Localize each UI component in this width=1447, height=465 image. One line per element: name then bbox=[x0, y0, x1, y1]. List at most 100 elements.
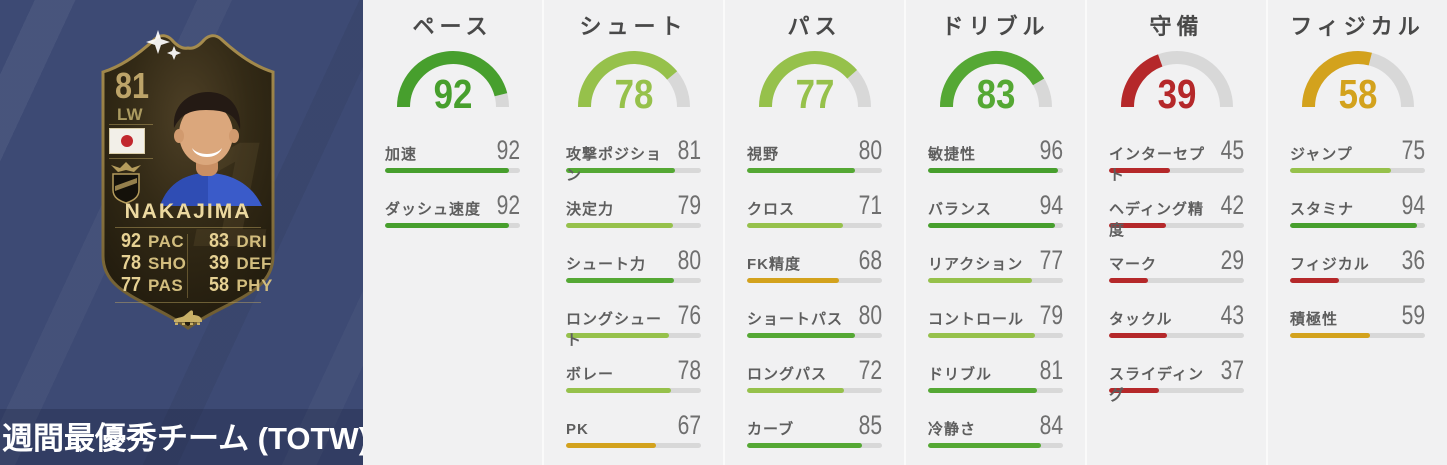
substat-row: ロングパス 72 bbox=[747, 357, 882, 393]
substat-bar-track bbox=[928, 223, 1063, 228]
substat-row: ロングシュート 76 bbox=[566, 300, 701, 350]
substat-row: フィジカル 36 bbox=[1290, 247, 1425, 283]
substat-label: バランス bbox=[928, 201, 992, 218]
substat-row: 決定力 79 bbox=[566, 192, 701, 228]
totw-caption: 週間最優秀チーム (TOTW) bbox=[2, 421, 370, 456]
substat-row: 敏捷性 96 bbox=[928, 137, 1063, 173]
card-quick-stat-value: 39 bbox=[209, 252, 230, 274]
category-gauge: 92 bbox=[395, 49, 511, 115]
substat-line: 攻撃ポジション 81 bbox=[566, 137, 701, 185]
substat-bar-track bbox=[566, 333, 701, 338]
substat-bar-track bbox=[1109, 168, 1244, 173]
card-quick-stat-label: PAS bbox=[148, 276, 184, 295]
substat-value: 92 bbox=[496, 135, 520, 165]
substat-line: ヘディング精度 42 bbox=[1109, 192, 1244, 240]
substat-label: インターセプト bbox=[1109, 146, 1206, 184]
substat-line: ロングシュート 76 bbox=[566, 300, 701, 350]
substat-label: 攻撃ポジション bbox=[566, 146, 663, 184]
substat-bar-track bbox=[1109, 333, 1244, 338]
substat-value: 80 bbox=[858, 300, 882, 330]
substat-bar-fill bbox=[1290, 168, 1392, 173]
substat-bar-fill bbox=[747, 223, 843, 228]
substat-row: ショートパス 80 bbox=[747, 302, 882, 338]
substat-bar-fill bbox=[1109, 278, 1149, 283]
substat-row: ダッシュ速度 92 bbox=[385, 192, 520, 228]
substat-bar-track bbox=[566, 388, 701, 393]
substat-bar-track bbox=[747, 333, 882, 338]
substat-bar-fill bbox=[566, 168, 676, 173]
substat-list: ジャンプ 75 スタミナ 94 フィジカル 36 積極性 59 bbox=[1290, 137, 1425, 338]
substat-line: ボレー 78 bbox=[566, 357, 701, 385]
substat-label: ダッシュ速度 bbox=[385, 201, 482, 218]
card-quick-stat-label: SHO bbox=[148, 254, 187, 273]
substat-bar-fill bbox=[566, 388, 672, 393]
substat-bar-fill bbox=[747, 333, 855, 338]
substat-line: 視野 80 bbox=[747, 137, 882, 165]
substat-line: ジャンプ 75 bbox=[1290, 137, 1425, 165]
card-quick-stat-label: PAC bbox=[148, 232, 185, 251]
stats-panel: ペース 92 加速 92 ダッシュ速度 92 シュート 78 攻撃ポジション 81 決定力 79 シュー… bbox=[363, 0, 1447, 465]
substat-bar-track bbox=[1109, 278, 1244, 283]
substat-row: 攻撃ポジション 81 bbox=[566, 137, 701, 185]
substat-row: ジャンプ 75 bbox=[1290, 137, 1425, 173]
card-player-name: NAKAJIMA bbox=[124, 200, 252, 223]
substat-label: FK精度 bbox=[747, 256, 801, 273]
card-divider bbox=[109, 158, 153, 159]
substat-row: ドリブル 81 bbox=[928, 357, 1063, 393]
category-value: 39 bbox=[1157, 71, 1196, 117]
card-quick-stat-label: DRI bbox=[236, 232, 268, 251]
substat-bar-fill bbox=[747, 388, 845, 393]
substat-row: 加速 92 bbox=[385, 137, 520, 173]
substat-line: ショートパス 80 bbox=[747, 302, 882, 330]
substat-value: 80 bbox=[858, 135, 882, 165]
substat-label: シュート力 bbox=[566, 256, 647, 273]
substat-label: カーブ bbox=[747, 421, 795, 438]
card-quick-stats: 92 PAC 83 DRI 78 SHO 39 DEF 77 PAS 58 PHY bbox=[108, 231, 272, 296]
substat-bar-fill bbox=[747, 278, 839, 283]
category-title: ペース bbox=[412, 14, 493, 39]
substat-label: フィジカル bbox=[1290, 256, 1370, 273]
substat-value: 37 bbox=[1220, 355, 1244, 385]
substat-bar-track bbox=[1109, 388, 1244, 393]
club-crest-icon bbox=[111, 162, 141, 204]
substat-line: クロス 71 bbox=[747, 192, 882, 220]
substat-row: ヘディング精度 42 bbox=[1109, 192, 1244, 240]
substat-value: 45 bbox=[1220, 135, 1244, 165]
category-value: 78 bbox=[614, 71, 653, 117]
substat-row: ボレー 78 bbox=[566, 357, 701, 393]
substat-row: FK精度 68 bbox=[747, 247, 882, 283]
substat-label: PK bbox=[566, 421, 589, 438]
card-divider bbox=[115, 227, 261, 228]
substat-value: 94 bbox=[1401, 190, 1425, 220]
substat-bar-fill bbox=[1109, 333, 1168, 338]
card-quick-stat-value: 58 bbox=[209, 274, 230, 296]
category-value: 83 bbox=[976, 71, 1015, 117]
stat-column-6: フィジカル 58 ジャンプ 75 スタミナ 94 フィジカル 36 積極性 59 bbox=[1266, 0, 1447, 465]
substat-list: 加速 92 ダッシュ速度 92 bbox=[385, 137, 520, 228]
card-quick-stat: 77 PAS bbox=[108, 275, 186, 295]
substat-line: フィジカル 36 bbox=[1290, 247, 1425, 275]
substat-row: 視野 80 bbox=[747, 137, 882, 173]
substat-bar-track bbox=[1290, 278, 1425, 283]
stat-column-2: シュート 78 攻撃ポジション 81 決定力 79 シュート力 80 ロングシュート 76 ボレー 7… bbox=[542, 0, 723, 465]
substat-bar-track bbox=[385, 168, 520, 173]
substat-label: タックル bbox=[1109, 311, 1173, 328]
substat-list: インターセプト 45 ヘディング精度 42 マーク 29 タックル 43 スライディング 37 bbox=[1109, 135, 1244, 404]
substat-value: 96 bbox=[1039, 135, 1063, 165]
substat-row: バランス 94 bbox=[928, 192, 1063, 228]
card-quick-stat-label: DEF bbox=[236, 254, 272, 273]
substat-row: PK 67 bbox=[566, 412, 701, 448]
substat-row: シュート力 80 bbox=[566, 247, 701, 283]
totw-boot-icon bbox=[174, 310, 202, 325]
substat-line: スタミナ 94 bbox=[1290, 192, 1425, 220]
card-quick-stat-label: PHY bbox=[236, 276, 273, 295]
substat-row: スタミナ 94 bbox=[1290, 192, 1425, 228]
substat-list: 視野 80 クロス 71 FK精度 68 ショートパス 80 ロングパス 72 カーブ 85 bbox=[747, 137, 882, 448]
substat-bar-track bbox=[928, 278, 1063, 283]
substat-row: リアクション 77 bbox=[928, 247, 1063, 283]
substat-row: 積極性 59 bbox=[1290, 302, 1425, 338]
category-gauge: 78 bbox=[576, 49, 692, 115]
substat-value: 76 bbox=[677, 300, 701, 330]
japan-flag-icon bbox=[109, 128, 145, 154]
category-title: フィジカル bbox=[1290, 14, 1425, 39]
